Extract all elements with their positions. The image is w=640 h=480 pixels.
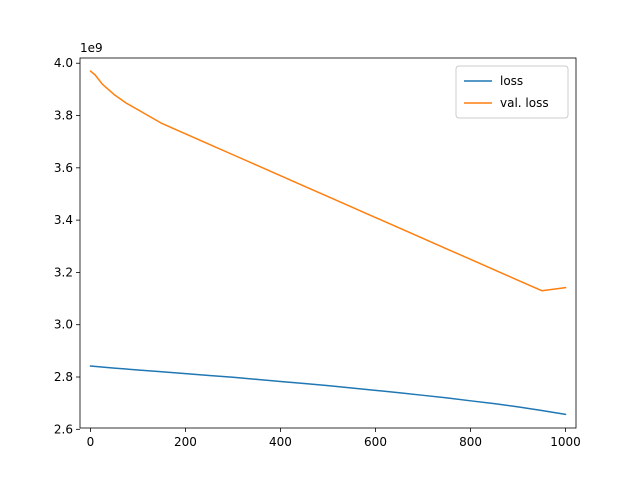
y-tick-label: 2.6 (54, 422, 73, 436)
x-tick-label: 1000 (550, 435, 581, 449)
x-axis: 0 200 400 600 800 1000 (87, 428, 581, 449)
legend-box (455, 65, 569, 119)
x-tick-label: 400 (269, 435, 292, 449)
legend-label: loss (500, 74, 523, 88)
x-tick-label: 600 (364, 435, 387, 449)
y-tick-label: 3.0 (54, 318, 73, 332)
y-tick-label: 3.8 (54, 109, 73, 123)
y-tick-label: 3.6 (54, 161, 73, 175)
x-tick-label: 200 (174, 435, 197, 449)
plot-area (80, 58, 576, 428)
series-line-loss (89, 365, 567, 416)
y-axis: 2.6 2.8 3.0 3.2 3.4 3.6 3.8 4.0 (54, 56, 80, 436)
x-tick-label: 800 (459, 435, 482, 449)
legend-label: val. loss (500, 96, 549, 110)
y-offset-label: 1e9 (80, 41, 103, 55)
y-tick-label: 2.8 (54, 370, 73, 384)
series-layer (89, 70, 567, 416)
y-tick-label: 4.0 (54, 56, 73, 70)
y-tick-label: 3.2 (54, 265, 73, 279)
plot-frame (79, 57, 577, 429)
legend: loss val. loss (455, 65, 569, 119)
series-line-val-loss (89, 70, 567, 292)
y-tick-label: 3.4 (54, 213, 73, 227)
x-tick-label: 0 (87, 435, 95, 449)
